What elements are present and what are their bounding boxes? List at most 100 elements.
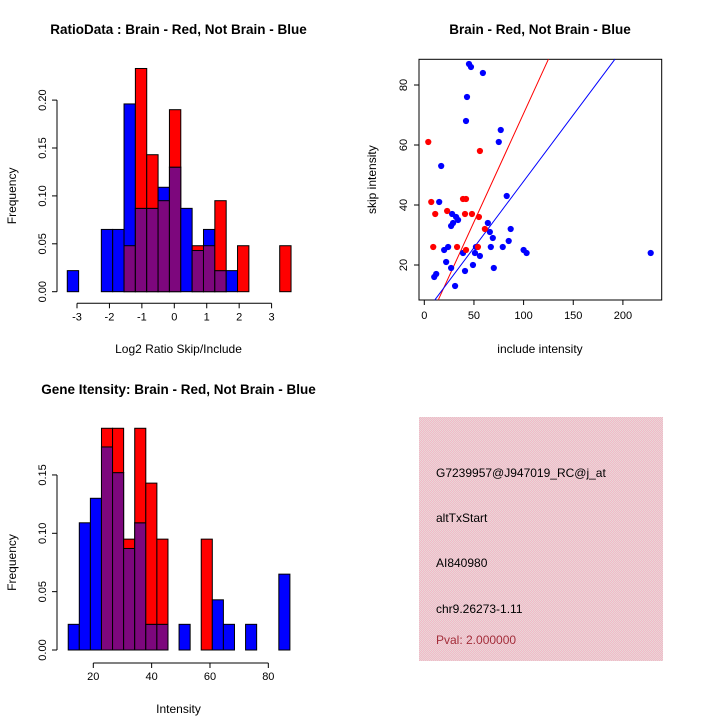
bar-overlap bbox=[145, 623, 158, 651]
x-tick-label: 2 bbox=[236, 311, 242, 323]
bar-blue bbox=[178, 623, 191, 651]
point-blue bbox=[503, 192, 510, 200]
bar-blue bbox=[278, 573, 291, 651]
point-red bbox=[461, 210, 469, 218]
bar-red bbox=[214, 200, 227, 272]
bar-blue bbox=[211, 599, 224, 651]
bar-red bbox=[191, 245, 204, 252]
point-blue bbox=[462, 117, 470, 125]
bar-blue bbox=[222, 623, 235, 651]
gene-intensity-histogram-bars bbox=[67, 427, 291, 651]
point-blue bbox=[461, 267, 469, 275]
gene-intensity-histogram-chart: 20 40 60 80 0.00 0.05 0.10 0.15 Gene Itensity: B… bbox=[5, 382, 316, 716]
panel-intensity-scatter: 0 50 100 150 200 20 40 60 80 Brain - Red, Not Bra… bbox=[360, 0, 720, 360]
y-tick-label: 20 bbox=[398, 259, 410, 271]
x-tick-label: 100 bbox=[514, 310, 532, 322]
point-blue bbox=[431, 273, 438, 281]
panel-probe-info: G7239957@J947019_RC@j_at altTxStart AI84… bbox=[360, 360, 720, 720]
point-blue bbox=[495, 138, 502, 146]
point-blue bbox=[487, 243, 494, 251]
bar-overlap bbox=[112, 472, 125, 651]
point-blue bbox=[454, 216, 462, 224]
y-tick-label: 0.15 bbox=[37, 464, 49, 485]
point-blue bbox=[448, 222, 455, 230]
x-tick-label: 50 bbox=[468, 310, 480, 322]
point-red bbox=[462, 195, 470, 203]
bar-overlap bbox=[100, 446, 114, 651]
y-tick-label: 0.20 bbox=[37, 89, 49, 110]
panel-ratio-histogram: -3 -2 -1 0 1 2 3 0.00 0.05 0.10 0.15 0.20 RatioData … bbox=[0, 0, 360, 360]
ratio-histogram-chart: -3 -2 -1 0 1 2 3 0.00 0.05 0.10 0.15 0.20 RatioData … bbox=[5, 22, 307, 356]
bar-overlap bbox=[214, 270, 227, 293]
bar-blue bbox=[180, 207, 193, 293]
bar-red bbox=[134, 427, 147, 524]
chart-title: RatioData : Brain - Red, Not Brain - Blu… bbox=[50, 22, 307, 37]
panel-gene-intensity-histogram: 20 40 60 80 0.00 0.05 0.10 0.15 Gene Itensity: B… bbox=[0, 360, 360, 720]
point-blue bbox=[497, 126, 504, 134]
splice-type-text: altTxStart bbox=[436, 511, 488, 525]
point-blue bbox=[467, 63, 475, 71]
y-tick-label: 0.15 bbox=[37, 137, 49, 158]
point-red bbox=[453, 243, 461, 251]
point-blue bbox=[489, 234, 496, 242]
x-tick-label: 60 bbox=[204, 671, 216, 683]
x-axis-title: Log2 Ratio Skip/Include bbox=[115, 342, 242, 356]
point-blue bbox=[647, 249, 654, 257]
point-blue bbox=[484, 219, 491, 227]
red-fit-line bbox=[437, 58, 549, 301]
accession-text: AI840980 bbox=[436, 556, 488, 570]
point-blue bbox=[463, 93, 471, 101]
point-blue bbox=[523, 249, 530, 257]
y-tick-label: 40 bbox=[398, 199, 410, 211]
bar-red bbox=[123, 538, 136, 549]
bar-blue bbox=[225, 270, 239, 293]
intensity-scatter-axes: 0 50 100 150 200 20 40 60 80 bbox=[398, 79, 632, 322]
probe-info-box: G7239957@J947019_RC@j_at altTxStart AI84… bbox=[419, 417, 663, 661]
point-red bbox=[481, 225, 488, 233]
x-tick-label: 40 bbox=[146, 671, 158, 683]
bar-red bbox=[156, 538, 169, 625]
y-axis-title: Frequency bbox=[5, 534, 19, 591]
y-tick-label: 80 bbox=[398, 79, 410, 91]
bar-red bbox=[145, 482, 158, 625]
bar-overlap bbox=[168, 166, 182, 293]
point-red bbox=[475, 213, 483, 221]
bar-overlap bbox=[134, 522, 147, 651]
y-tick-label: 0.05 bbox=[37, 581, 49, 602]
probe-id-text: G7239957@J947019_RC@j_at bbox=[436, 466, 606, 480]
point-blue bbox=[499, 243, 506, 251]
locus-text: chr9.26273-1.11 bbox=[436, 602, 523, 616]
x-tick-label: -3 bbox=[72, 311, 82, 323]
bar-overlap bbox=[123, 245, 136, 293]
point-red bbox=[462, 246, 470, 254]
bar-red bbox=[168, 109, 182, 168]
y-tick-label: 0.05 bbox=[37, 233, 49, 254]
plot-box bbox=[418, 58, 663, 301]
bar-overlap bbox=[156, 623, 169, 651]
bar-red bbox=[134, 67, 148, 209]
point-red bbox=[468, 210, 476, 218]
x-tick-label: 3 bbox=[269, 311, 275, 323]
x-tick-label: 0 bbox=[171, 311, 177, 323]
point-blue bbox=[448, 264, 455, 272]
x-tick-label: 200 bbox=[614, 310, 632, 322]
bar-red bbox=[237, 245, 250, 293]
bar-blue bbox=[245, 623, 258, 651]
blue-fit-line bbox=[434, 58, 616, 301]
x-axis-title: include intensity bbox=[497, 342, 582, 356]
point-blue bbox=[443, 258, 450, 266]
fit-lines bbox=[434, 58, 616, 301]
point-blue bbox=[490, 264, 497, 272]
point-red bbox=[444, 207, 451, 215]
bar-overlap bbox=[146, 207, 159, 293]
point-blue bbox=[445, 243, 452, 251]
bar-blue bbox=[89, 497, 102, 651]
bar-red bbox=[200, 538, 213, 651]
intensity-scatter-chart: 0 50 100 150 200 20 40 60 80 Brain - Red, Not Bra… bbox=[365, 22, 663, 356]
point-red bbox=[428, 198, 435, 206]
bar-blue bbox=[66, 270, 80, 293]
chart-title: Brain - Red, Not Brain - Blue bbox=[449, 22, 631, 37]
point-red bbox=[425, 138, 432, 146]
y-tick-label: 60 bbox=[398, 139, 410, 151]
